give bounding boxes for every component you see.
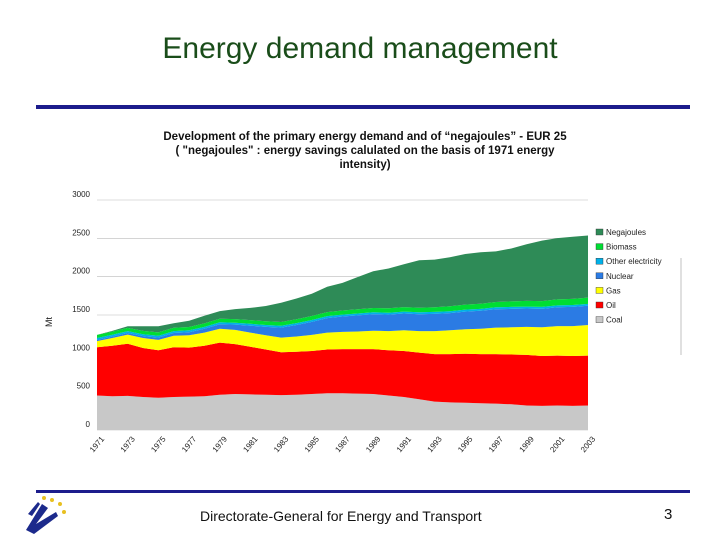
legend-swatch bbox=[595, 301, 604, 309]
legend-label: Negajoules bbox=[606, 228, 646, 237]
area-nuclear bbox=[97, 305, 588, 342]
x-tick-label: 1991 bbox=[395, 434, 414, 454]
y-tick-label: 1500 bbox=[72, 305, 90, 314]
y-tick-label: 2500 bbox=[72, 228, 90, 237]
y-tick-label: 3000 bbox=[72, 190, 90, 199]
legend-swatch bbox=[595, 243, 604, 250]
legend-swatch bbox=[595, 272, 604, 279]
x-tick-label: 1989 bbox=[364, 434, 383, 454]
legend-label: Other electricity bbox=[606, 257, 662, 266]
chart-title-line-2: ( "negajoules" : energy savings calulate… bbox=[175, 145, 555, 157]
chart-title-line-3: intensity) bbox=[339, 159, 391, 171]
x-tick-label: 1999 bbox=[518, 434, 537, 454]
legend-label: Gas bbox=[606, 286, 621, 295]
title-divider bbox=[36, 105, 690, 109]
y-axis-label: Mt bbox=[44, 317, 54, 327]
slide-title: Energy demand management bbox=[162, 32, 558, 65]
legend-swatch bbox=[595, 316, 604, 323]
y-tick-label: 0 bbox=[86, 420, 91, 429]
footer-divider bbox=[36, 490, 690, 493]
area-gas bbox=[97, 325, 588, 356]
x-tick-label: 1985 bbox=[303, 434, 322, 454]
x-tick-label: 1983 bbox=[272, 434, 291, 454]
area-negajoules bbox=[97, 235, 588, 335]
x-tick-label: 1987 bbox=[333, 434, 352, 454]
legend-label: Oil bbox=[606, 301, 616, 310]
eu-logo-icon bbox=[26, 496, 66, 534]
legend-label: Coal bbox=[606, 316, 623, 325]
area-coal bbox=[97, 393, 588, 430]
x-tick-label: 1975 bbox=[149, 434, 168, 454]
area-other-electricity bbox=[97, 303, 588, 340]
area-oil bbox=[97, 342, 588, 406]
x-tick-label: 2001 bbox=[548, 434, 567, 454]
y-tick-label: 1000 bbox=[72, 343, 90, 352]
legend-label: Biomass bbox=[606, 243, 637, 252]
energy-demand-chart: 0 500 1000 1500 2000 2500 3000 Mt 1971 1973 1975 19… bbox=[44, 190, 682, 454]
x-tick-label: 1995 bbox=[456, 434, 475, 454]
x-tick-label: 2003 bbox=[579, 434, 598, 454]
x-tick-label: 1979 bbox=[211, 434, 230, 454]
y-tick-label: 500 bbox=[77, 382, 91, 391]
page-number: 3 bbox=[664, 506, 673, 523]
chart-title-line-1: Development of the primary energy demand… bbox=[163, 131, 567, 143]
legend-swatch bbox=[595, 287, 604, 294]
x-tick-label: 1993 bbox=[425, 434, 444, 454]
chart-title: Development of the primary energy demand… bbox=[100, 130, 630, 172]
legend-label: Nuclear bbox=[606, 272, 634, 281]
y-tick-label: 2000 bbox=[72, 267, 90, 276]
x-tick-label: 1977 bbox=[180, 434, 199, 454]
x-tick-label: 1981 bbox=[241, 434, 260, 454]
x-tick-label: 1973 bbox=[119, 434, 138, 454]
footer-organization: Directorate-General for Energy and Trans… bbox=[200, 508, 482, 524]
x-tick-label: 1971 bbox=[88, 434, 107, 454]
x-tick-label: 1997 bbox=[487, 434, 506, 454]
legend-swatch bbox=[595, 228, 604, 236]
area-biomass bbox=[97, 297, 588, 338]
legend-swatch bbox=[595, 258, 604, 265]
